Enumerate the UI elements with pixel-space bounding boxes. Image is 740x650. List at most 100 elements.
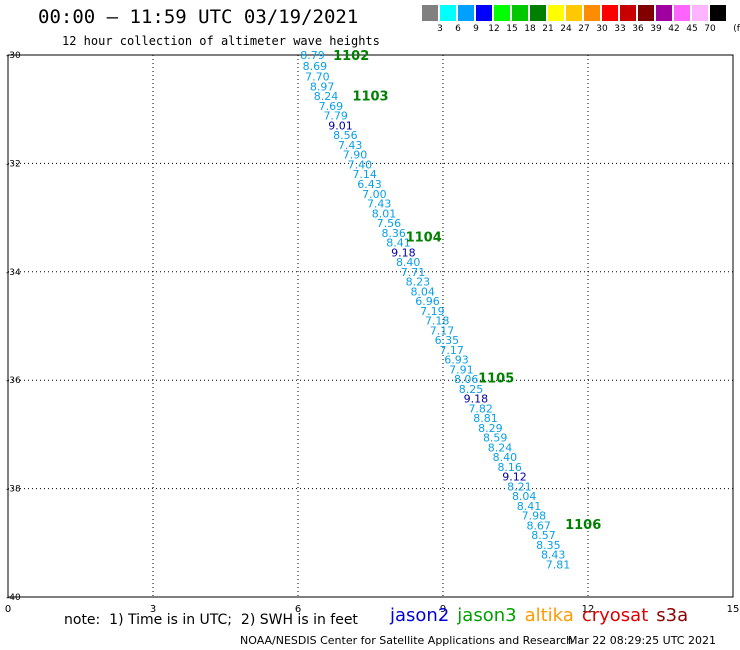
wave-height-label: 8.59 [483,432,508,445]
legend-label: 9 [473,24,479,34]
legend-label: 30 [596,24,608,34]
y-tick-label: -30 [6,51,21,61]
legend-label: 27 [578,24,590,34]
y-tick-label: -38 [6,485,21,495]
legend-swatch [476,5,492,21]
legend-swatch [692,5,708,21]
wave-height-label: 8.29 [478,422,503,435]
wave-height-label: 7.17 [430,324,455,337]
wave-height-label: 7.82 [468,402,493,415]
wave-height-label: 7.56 [377,217,402,230]
wave-height-label: 7.19 [420,305,445,318]
map-frame [7,54,734,598]
wave-height-label: 7.43 [338,139,363,152]
wave-height-label: 8.24 [488,441,513,454]
legend-swatch [512,5,528,21]
wave-height-label: 8.36 [381,227,406,240]
x-tick-label: 12 [582,604,595,615]
hour-label: 1102 [333,49,369,64]
page-subtitle: 12 hour collection of altimeter wave hei… [62,34,380,48]
y-tick-label: -40 [6,593,21,603]
wave-height-label: 7.98 [522,510,547,523]
satellite-altika: altika [524,605,574,626]
legend-swatch [530,5,546,21]
wave-height-label: 7.14 [352,168,377,181]
legend-label: 6 [455,24,461,34]
legend-swatch [638,5,654,21]
legend-label: 12 [488,24,500,34]
satellite-jason3: jason3 [457,605,517,626]
wave-height-label: 7.69 [319,100,344,113]
satellite-s3a: s3a [656,605,689,626]
footer-timestamp: Mar 22 08:29:25 UTC 2021 [568,634,716,647]
legend-label: 24 [560,24,572,34]
wave-height-label: 8.41 [517,500,542,513]
wave-height-label: 8.06 [454,373,479,386]
wave-height-label: 7.81 [546,558,571,571]
wave-height-label: 8.21 [507,480,532,493]
x-tick-label: 15 [727,604,740,615]
legend-label: 39 [650,24,662,34]
wave-height-label: 7.91 [449,363,474,376]
wave-height-label: 8.56 [333,129,358,142]
legend-label: 21 [542,24,554,34]
legend-swatch [422,5,438,21]
x-tick-label: 6 [295,604,301,615]
wave-height-label: 7.43 [367,198,392,211]
wave-height-label: 8.69 [303,60,328,73]
wave-height-label: 9.12 [502,471,527,484]
legend-swatch [656,5,672,21]
legend-swatch [620,5,636,21]
legend-swatch [494,5,510,21]
legend-label: 33 [614,24,626,34]
legend-swatch [584,5,600,21]
note-text: note: 1) Time is in UTC; 2) SWH is in fe… [64,612,358,628]
satellite-cryosat: cryosat [581,605,649,626]
wave-height-label: 9.01 [328,119,353,132]
y-tick-label: -32 [6,159,21,169]
wave-height-label: 8.01 [372,207,397,220]
wave-height-label: 7.70 [305,71,330,84]
legend-swatch [440,5,456,21]
legend-swatch [710,5,726,21]
wave-height-label: 6.96 [415,295,440,308]
wave-height-label: 9.18 [391,246,416,259]
hour-label: 1103 [352,90,388,105]
legend-swatch [674,5,690,21]
wave-height-label: 7.79 [323,110,348,123]
legend-label: 45 [686,24,698,34]
legend-swatch [566,5,582,21]
legend-label: 15 [506,24,518,34]
hour-label: 1104 [406,231,442,246]
hour-label: 1105 [478,371,514,386]
hour-label: 1106 [565,518,601,533]
wave-height-label: 6.43 [357,178,382,191]
wave-height-label: 8.67 [526,519,551,532]
wave-height-label: 8.04 [512,490,537,503]
legend-swatch [458,5,474,21]
wave-height-label: 6.93 [444,354,469,367]
wave-height-label: 7.40 [348,158,373,171]
legend-label: 70 [704,24,716,34]
legend-swatch [602,5,618,21]
wave-height-label: 8.97 [310,80,335,93]
satellite-list: jason2 jason3 altika cryosat s3a [390,605,696,626]
legend-label: 3 [437,24,443,34]
wave-height-label: 8.41 [386,237,411,250]
x-tick-label: 3 [150,604,156,615]
satellite-jason2: jason2 [390,605,450,626]
wave-height-label: 8.16 [497,461,522,474]
legend-label: 42 [668,24,680,34]
wave-height-label: 8.23 [406,276,431,289]
wave-height-label: 8.04 [410,285,435,298]
wave-height-label: 8.79 [300,49,325,62]
y-tick-label: -34 [6,268,21,278]
wave-height-label: 6.35 [435,334,460,347]
wave-height-label: 7.00 [362,188,387,201]
x-tick-label: 0 [5,604,11,615]
wave-height-label: 7.17 [439,344,464,357]
wave-height-label: 8.24 [314,90,339,103]
legend-unit: (ft) [733,24,740,34]
wave-height-label: 7.90 [343,149,368,162]
